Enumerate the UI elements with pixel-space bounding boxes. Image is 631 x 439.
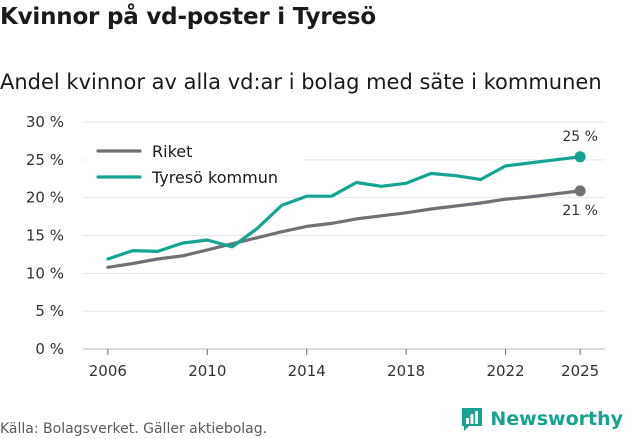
y-tick-label: 15 %: [26, 227, 64, 245]
x-tick-label: 2006: [89, 362, 127, 380]
legend-label-riket: Riket: [152, 142, 192, 161]
x-tick-label: 2018: [387, 362, 425, 380]
chart-title: Kvinnor på vd-poster i Tyresö: [0, 4, 376, 30]
y-tick-label: 0 %: [35, 340, 64, 358]
y-tick-label: 10 %: [26, 264, 64, 282]
y-tick-label: 20 %: [26, 189, 64, 207]
x-tick-label: 2025: [561, 362, 599, 380]
chart-subtitle: Andel kvinnor av alla vd:ar i bolag med …: [0, 70, 602, 94]
x-tick-label: 2010: [188, 362, 226, 380]
legend-label-tyreso: Tyresö kommun: [151, 168, 278, 187]
end-label-tyreso: 25 %: [562, 129, 598, 145]
legend-box: [86, 132, 304, 194]
series-line-riket: [106, 189, 582, 269]
y-tick-label: 30 %: [26, 113, 64, 131]
x-tick-label: 2022: [486, 362, 524, 380]
y-tick-label: 5 %: [35, 302, 64, 320]
end-point-riket: [574, 185, 586, 197]
end-point-tyreso: [574, 151, 586, 163]
brand-name: Newsworthy: [490, 408, 623, 430]
source-note: Källa: Bolagsverket. Gäller aktiebolag.: [0, 421, 268, 437]
end-label-riket: 21 %: [562, 203, 598, 219]
x-tick-label: 2014: [288, 362, 326, 380]
line-chart: 0 % 5 % 10 % 15 % 20 % 25 % 30 % 2006 2010 2014 20…: [26, 113, 605, 380]
series-line-tyreso: [106, 155, 582, 261]
newsworthy-logo-icon: [462, 408, 483, 431]
brand-logo: Newsworthy: [460, 406, 623, 432]
y-tick-label: 25 %: [26, 151, 64, 169]
